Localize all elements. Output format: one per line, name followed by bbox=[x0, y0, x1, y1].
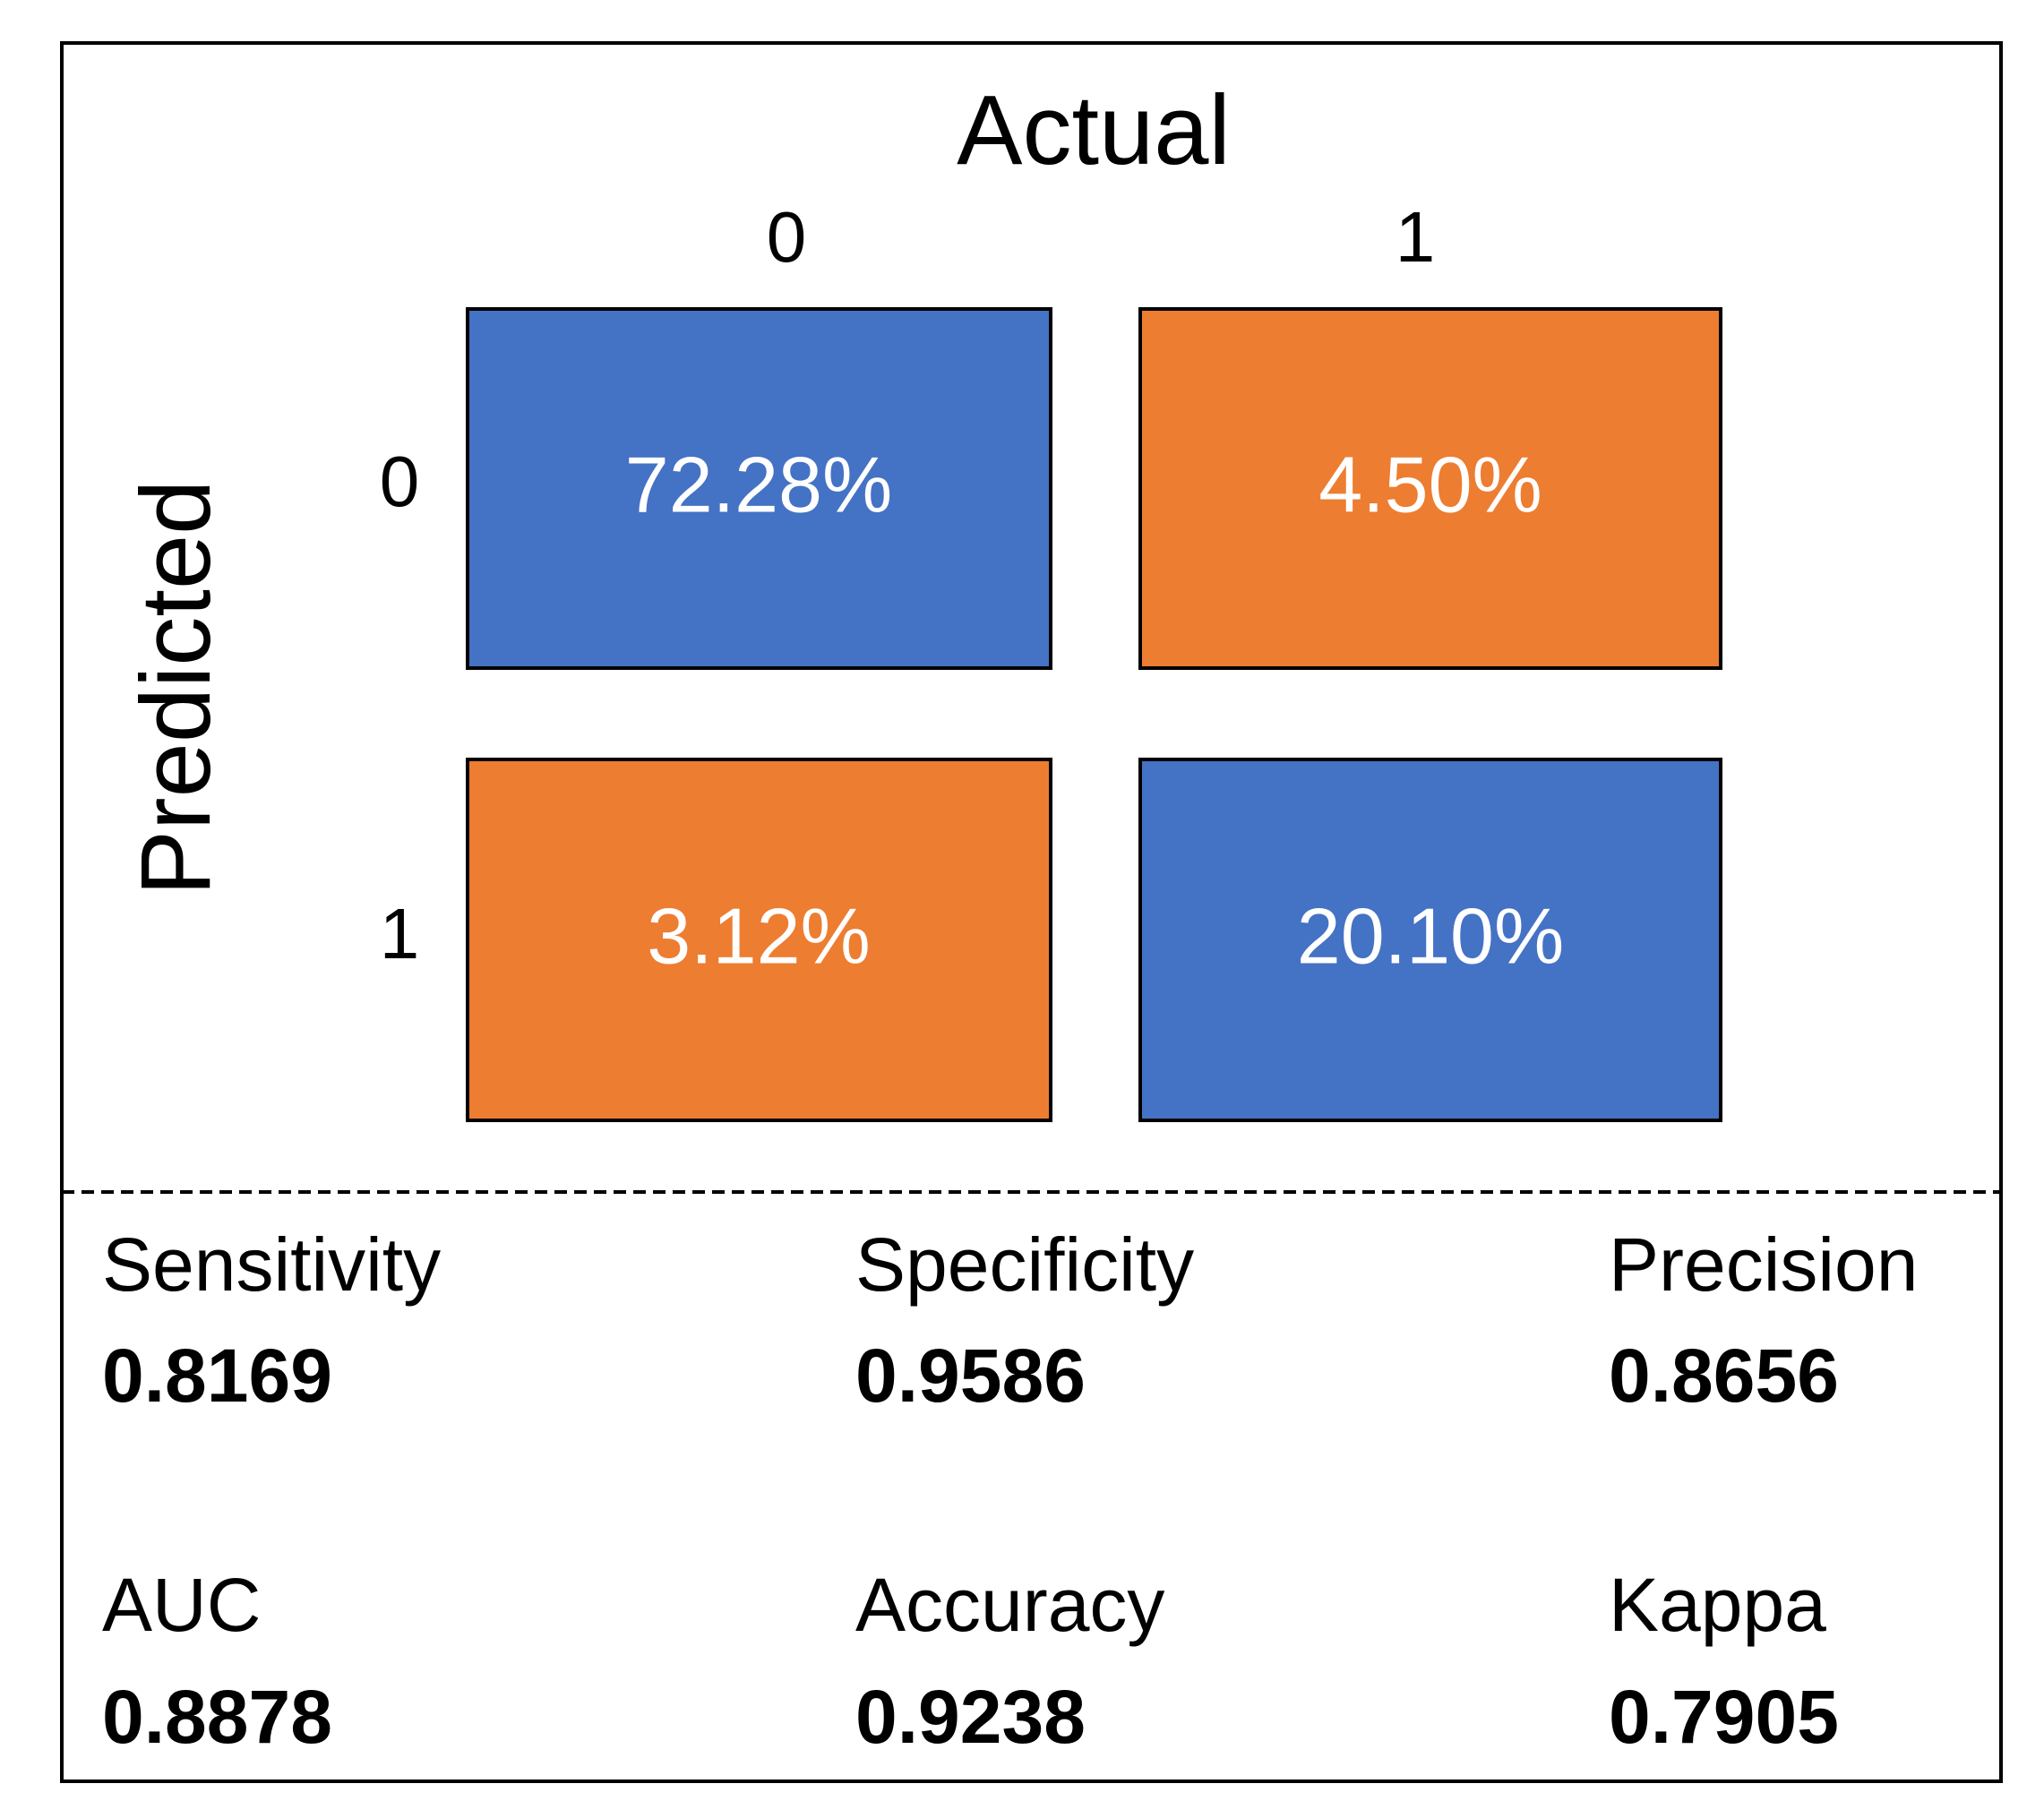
metric-label: Sensitivity bbox=[102, 1222, 441, 1307]
metric-value: 0.9238 bbox=[855, 1675, 1086, 1759]
metric-value: 0.8169 bbox=[102, 1333, 332, 1418]
metric-label: Precision bbox=[1609, 1222, 1918, 1307]
cell bbox=[1138, 758, 1722, 1122]
cell bbox=[466, 758, 1052, 1122]
column-axis-title: Actual bbox=[957, 75, 1231, 185]
cell-value: 4.50% bbox=[1318, 440, 1542, 528]
cell bbox=[466, 307, 1052, 670]
cell-value: 20.10% bbox=[1297, 891, 1564, 980]
metric-label: Specificity bbox=[855, 1222, 1194, 1307]
row-axis-title: Predicted bbox=[121, 480, 231, 896]
cell-value: 3.12% bbox=[647, 891, 871, 980]
row-label: 0 bbox=[380, 442, 420, 521]
metric-label: Kappa bbox=[1609, 1563, 1826, 1647]
cell-value: 72.28% bbox=[625, 440, 892, 528]
metric-value: 0.9586 bbox=[855, 1333, 1086, 1418]
metric-value: 0.7905 bbox=[1609, 1675, 1839, 1759]
column-label: 1 bbox=[1396, 197, 1436, 277]
metric-value: 0.8878 bbox=[102, 1675, 332, 1759]
column-label: 0 bbox=[767, 197, 807, 277]
metric-label: AUC bbox=[102, 1563, 261, 1647]
metric-value: 0.8656 bbox=[1609, 1333, 1839, 1418]
cell bbox=[1138, 307, 1722, 670]
row-label: 1 bbox=[380, 894, 420, 973]
metric-label: Accuracy bbox=[855, 1563, 1164, 1647]
